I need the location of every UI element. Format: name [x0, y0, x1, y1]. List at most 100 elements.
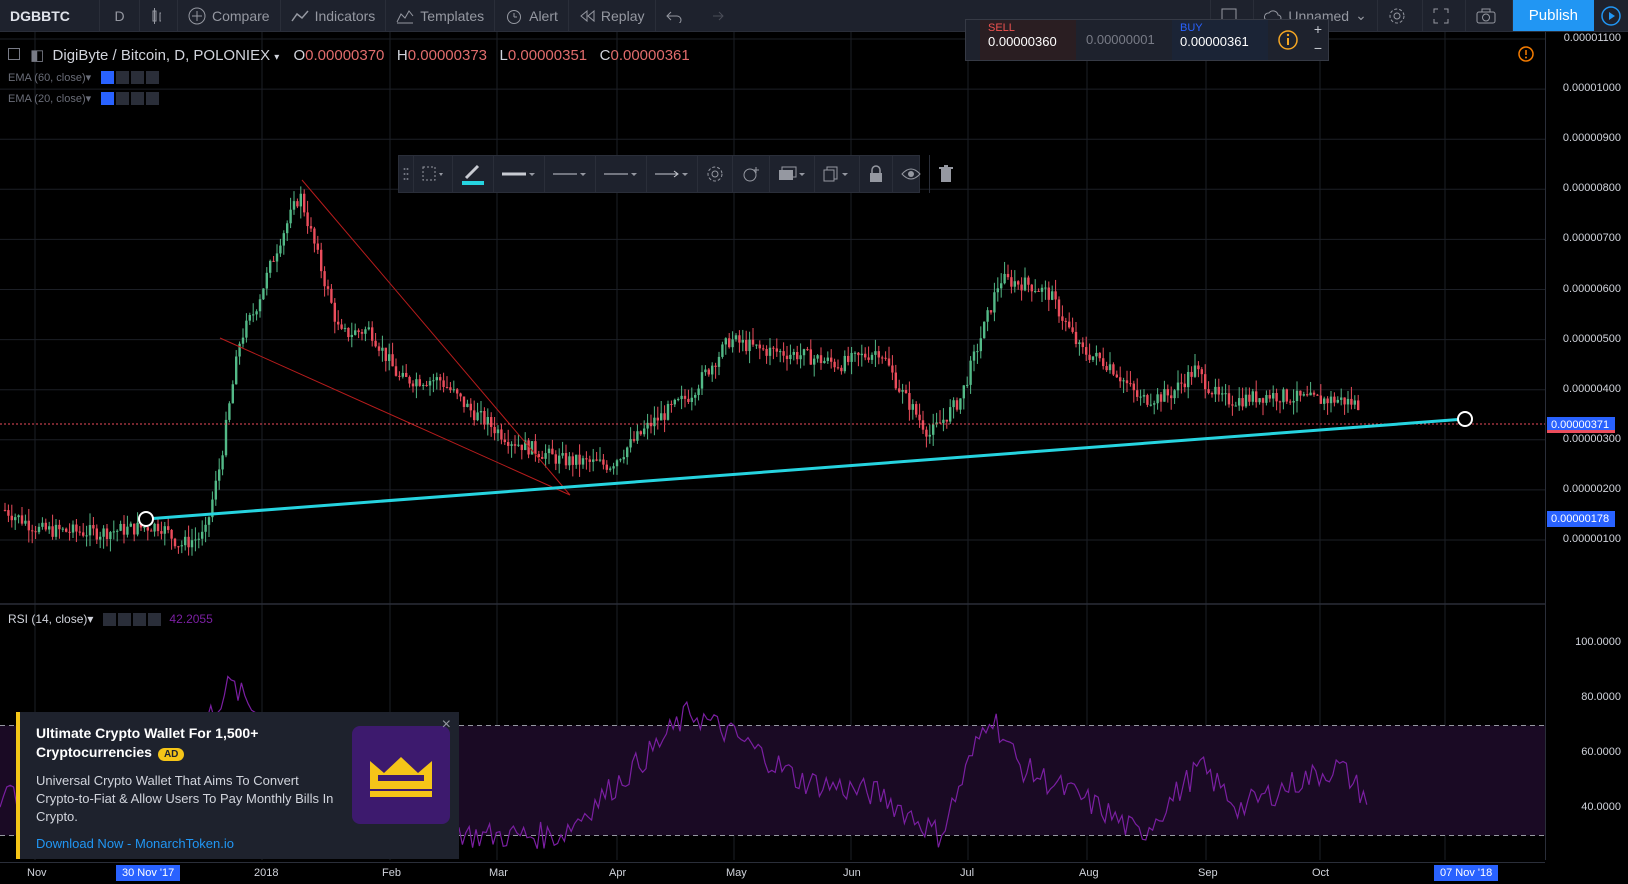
plus-circle-icon — [188, 7, 206, 24]
more-icon[interactable] — [131, 92, 145, 105]
candle-body — [71, 524, 75, 533]
hide-button[interactable] — [893, 155, 930, 193]
candle-body — [1003, 273, 1006, 284]
candle-body — [649, 422, 653, 427]
candle-body — [1142, 395, 1146, 397]
redo-button[interactable] — [698, 0, 740, 31]
increase-button[interactable]: + — [1313, 21, 1323, 37]
candle-body — [881, 357, 884, 359]
candle-body — [541, 457, 544, 459]
price-label: 0.00001100 — [1563, 32, 1621, 44]
line-end-button[interactable] — [647, 155, 698, 193]
clone-button[interactable] — [815, 155, 860, 193]
template-button[interactable] — [414, 155, 453, 193]
alarm-clock-icon — [507, 9, 522, 24]
candle-body — [789, 354, 792, 360]
chevron-down-icon[interactable]: ▾ — [274, 52, 280, 63]
candle-body — [37, 526, 41, 533]
decrease-button[interactable]: − — [1313, 40, 1323, 56]
candle-body — [874, 351, 877, 355]
publish-button[interactable]: Publish — [1512, 0, 1594, 31]
replay-button[interactable]: Replay — [569, 0, 656, 31]
drag-handle[interactable] — [399, 155, 414, 193]
lock-button[interactable] — [860, 155, 893, 193]
trendline-handle[interactable] — [1457, 411, 1473, 427]
candle-body — [1017, 281, 1020, 285]
candle-body — [292, 201, 296, 210]
eye-icon[interactable] — [103, 612, 117, 626]
settings-button[interactable] — [698, 155, 733, 193]
candle-body — [959, 398, 962, 410]
candle-body — [1098, 352, 1101, 359]
play-button[interactable] — [1594, 0, 1628, 31]
more-icon[interactable] — [133, 612, 147, 626]
trendline-handle[interactable] — [138, 511, 154, 527]
delete-button[interactable] — [930, 155, 962, 193]
ema60-legend[interactable]: EMA (60, close) ▾ — [8, 71, 160, 84]
interval-button[interactable]: D — [100, 0, 140, 31]
undo-button[interactable] — [656, 0, 698, 31]
ema20-legend[interactable]: EMA (20, close) ▾ — [8, 92, 160, 105]
drag-handle[interactable] — [966, 20, 980, 60]
time-label: May — [726, 867, 747, 879]
templates-button[interactable]: Templates — [386, 0, 496, 31]
close-ad-button[interactable]: × — [441, 716, 451, 733]
candle-body — [632, 439, 636, 441]
line-start-button[interactable] — [596, 155, 647, 193]
candle-body — [160, 531, 163, 534]
candle-body — [1006, 273, 1010, 278]
candle-body — [496, 429, 500, 434]
compare-button[interactable]: Compare — [178, 0, 281, 31]
eye-icon[interactable] — [101, 71, 115, 84]
ad-banner[interactable]: Ultimate Crypto Wallet For 1,500+ Crypto… — [16, 712, 459, 859]
collapse-icon[interactable] — [8, 48, 20, 60]
price-label: 0.00000500 — [1562, 332, 1621, 345]
time-axis[interactable]: Nov 2018 Feb Mar Apr May Jun Jul Aug Sep Oct 30 Nov… — [0, 862, 1545, 884]
chevron-down-icon: ⌄ — [1355, 7, 1367, 23]
candle-body — [663, 413, 666, 420]
visual-order-button[interactable] — [770, 155, 815, 193]
ad-link[interactable]: Download Now - MonarchToken.io — [36, 836, 234, 851]
alert-button[interactable]: Alert — [495, 0, 569, 31]
close-icon[interactable] — [148, 612, 162, 626]
candle-body — [782, 351, 785, 356]
candle-body — [864, 353, 867, 358]
candle-body — [156, 523, 160, 532]
symbol-title[interactable]: DigiByte / Bitcoin, D, POLONIEX — [52, 47, 271, 64]
candle-body — [656, 417, 659, 421]
candle-body — [972, 351, 976, 361]
time-label: Nov — [27, 867, 47, 879]
line-width-button[interactable] — [494, 155, 545, 193]
candle-body — [238, 343, 241, 357]
close-icon[interactable] — [146, 92, 160, 105]
more-icon[interactable] — [131, 71, 145, 84]
chart-type-button[interactable] — [140, 0, 178, 31]
settings-button[interactable] — [1378, 0, 1423, 31]
buy-button[interactable]: BUY 0.00000361 — [1172, 20, 1268, 60]
add-alert-button[interactable] — [733, 155, 770, 193]
candle-body — [612, 466, 615, 469]
rsi-legend[interactable]: RSI (14, close) ▾ 42.2055 — [8, 612, 213, 626]
candle-body — [136, 522, 139, 535]
candle-body — [598, 459, 602, 461]
line-style-button[interactable] — [545, 155, 596, 193]
price-axis[interactable]: 0.00001100 0.00001000 0.00000900 0.00000800… — [1545, 32, 1628, 860]
sell-button[interactable]: SELL 0.00000360 — [980, 20, 1076, 60]
eye-icon[interactable] — [101, 92, 115, 105]
fullscreen-button[interactable] — [1423, 0, 1466, 31]
warning-icon[interactable] — [1518, 46, 1534, 62]
gear-icon[interactable] — [116, 92, 130, 105]
candle-body — [758, 344, 761, 349]
candle-body — [1095, 352, 1098, 357]
info-button[interactable] — [1268, 20, 1308, 60]
indicators-button[interactable]: Indicators — [281, 0, 387, 31]
copy-icon — [823, 166, 848, 182]
line-color-button[interactable] — [453, 155, 494, 193]
snapshot-button[interactable] — [1466, 0, 1513, 31]
gear-icon[interactable] — [118, 612, 132, 626]
gear-icon[interactable] — [116, 71, 130, 84]
candle-body — [456, 389, 459, 394]
candle-body — [843, 355, 846, 372]
close-icon[interactable] — [146, 71, 160, 84]
symbol-search[interactable]: DGBBTC — [0, 0, 100, 31]
